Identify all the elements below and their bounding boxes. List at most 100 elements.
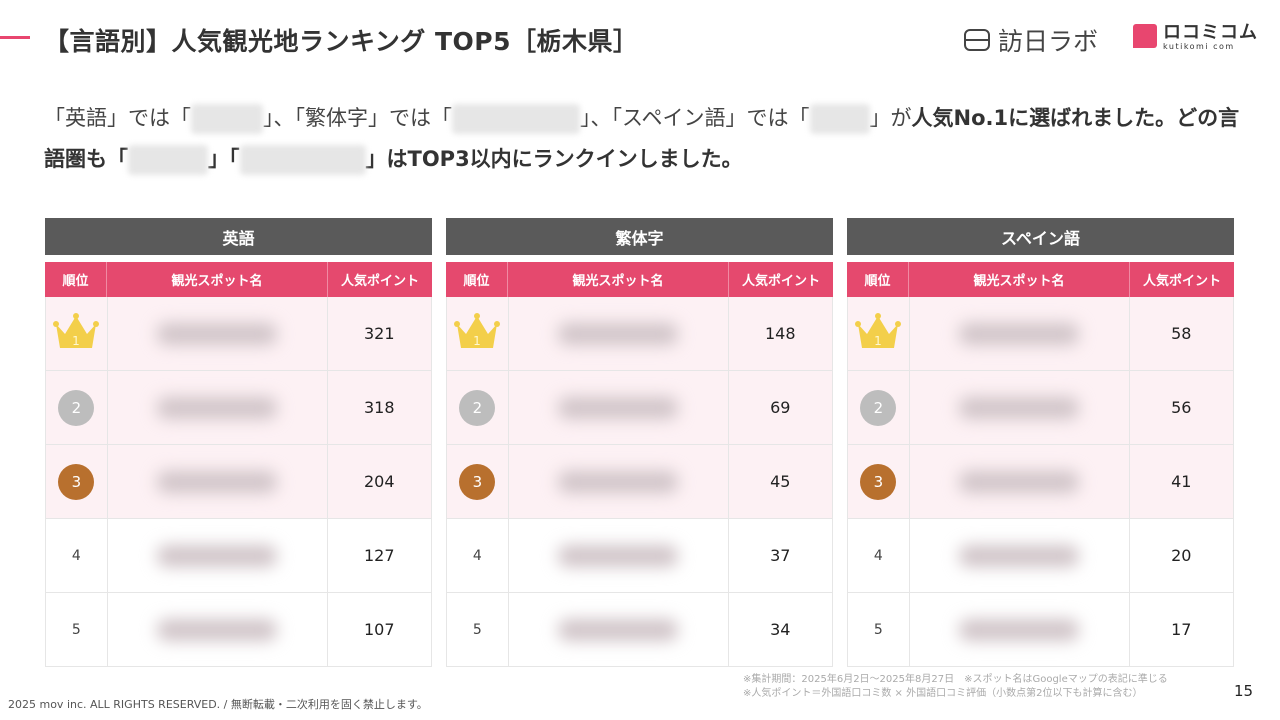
rank-cell: 2: [46, 371, 108, 444]
spot-cell: [910, 371, 1130, 444]
logo-subtext: kutikomi com: [1163, 42, 1235, 51]
lead-emphasis: 」「: [208, 147, 240, 171]
table-row: 3 41: [847, 445, 1234, 519]
crown-icon: 1: [853, 312, 903, 356]
points-cell: 107: [364, 620, 395, 639]
silver-medal-icon: 2: [860, 389, 897, 426]
rank-number: 5: [873, 621, 883, 638]
redacted-spot-name: [157, 618, 278, 641]
redacted-spot-name: [157, 470, 278, 493]
table-row: 3 45: [446, 445, 833, 519]
spot-cell: [910, 297, 1130, 370]
copyright: 2025 mov inc. ALL RIGHTS RESERVED. / 無断転…: [8, 698, 428, 711]
rank-number: 5: [71, 621, 81, 638]
spot-cell: [108, 297, 328, 370]
spot-cell: [910, 445, 1130, 518]
hexagon-icon: [964, 29, 990, 51]
table-row: 5 34: [446, 593, 833, 667]
table-row: 5 17: [847, 593, 1234, 667]
rank-number: 5: [472, 621, 482, 638]
col-points: 人気ポイント: [741, 274, 820, 289]
points-cell: 318: [364, 398, 395, 417]
svg-text:1: 1: [474, 334, 482, 348]
table-row: 4 20: [847, 519, 1234, 593]
rank-cell: 5: [848, 593, 910, 666]
crown-icon: 1: [51, 312, 101, 356]
points-cell: 20: [1171, 546, 1192, 565]
lead-emphasis: はTOP3以内にランクインしました。: [386, 147, 743, 171]
redacted-spot: [809, 104, 870, 134]
language-caption: スペイン語: [847, 218, 1234, 255]
col-spot: 観光スポット名: [909, 262, 1130, 297]
spot-cell: [509, 297, 729, 370]
points-cell: 34: [770, 620, 791, 639]
rank-cell: 1: [46, 297, 108, 370]
redacted-spot: [239, 145, 366, 175]
rank-cell: 3: [848, 445, 910, 518]
table-row: 2 56: [847, 371, 1234, 445]
redacted-spot-name: [558, 396, 679, 419]
points-cell: 204: [364, 472, 395, 491]
points-cell: 321: [364, 324, 395, 343]
redacted-spot: [191, 104, 263, 134]
col-points: 人気ポイント: [340, 274, 419, 289]
language-caption: 英語: [45, 218, 432, 255]
page-number: 15: [1234, 682, 1254, 700]
col-points: 人気ポイント: [1142, 274, 1221, 289]
spot-cell: [509, 445, 729, 518]
redacted-spot-name: [959, 470, 1080, 493]
lead-part: 「英語」では「: [44, 106, 191, 130]
redacted-spot-name: [558, 470, 679, 493]
svg-text:1: 1: [875, 334, 883, 348]
table-row: 2 69: [446, 371, 833, 445]
table-row: 3 204: [45, 445, 432, 519]
crown-icon: 1: [452, 312, 502, 356]
points-cell: 69: [770, 398, 791, 417]
redacted-spot-name: [157, 396, 278, 419]
ranking-table: 繁体字 順位 観光スポット名 人気ポイント 1 148 2 69 3 45 4 37 5 34: [446, 218, 833, 667]
spot-cell: [910, 519, 1130, 592]
points-cell: 41: [1171, 472, 1192, 491]
spot-cell: [108, 445, 328, 518]
rank-number: 4: [873, 547, 883, 564]
spot-cell: [509, 371, 729, 444]
redacted-spot-name: [959, 544, 1080, 567]
lead-emphasis: 」: [365, 147, 387, 171]
lead-part: 」、「スペイン語」では「: [580, 106, 810, 130]
redacted-spot-name: [959, 396, 1080, 419]
kutikomi-logo: ロコミコム kutikomi com: [1133, 24, 1258, 51]
language-caption: 繁体字: [446, 218, 833, 255]
footnote: ※集計期間：2025年6月2日〜2025年8月27日 ※スポット名はGoogle…: [743, 674, 1168, 685]
rank-cell: 4: [447, 519, 509, 592]
lead-emphasis: どの言語圏も「: [44, 106, 1240, 171]
col-rank: 順位: [446, 262, 508, 297]
rank-number: 4: [71, 547, 81, 564]
logo-text: 訪日ラボ: [998, 27, 1099, 56]
rank-cell: 5: [46, 593, 108, 666]
rank-cell: 1: [848, 297, 910, 370]
points-cell: 37: [770, 546, 791, 565]
table-row: 5 107: [45, 593, 432, 667]
points-cell: 17: [1171, 620, 1192, 639]
redacted-spot: [452, 104, 580, 134]
bronze-medal-icon: 3: [58, 463, 95, 500]
col-rank: 順位: [45, 262, 107, 297]
bronze-medal-icon: 3: [860, 463, 897, 500]
hoonichi-lab-logo: 訪日ラボ: [964, 22, 1098, 58]
rank-cell: 3: [46, 445, 108, 518]
table-row: 4 127: [45, 519, 432, 593]
lead-text: 「英語」では「 」、「繁体字」では「 」、「スペイン語」では「 」が人気No.1に選ば…: [44, 98, 1244, 180]
ranking-table: 英語 順位 観光スポット名 人気ポイント 1 321 2 318 3 204 4 127 5 107: [45, 218, 432, 667]
page-title: 【言語別】人気観光地ランキング TOP5［栃木県］: [44, 27, 639, 56]
lead-part: 」、「繁体字」では「: [263, 106, 452, 130]
redacted-spot: [128, 145, 208, 175]
points-cell: 148: [765, 324, 796, 343]
col-spot: 観光スポット名: [107, 262, 328, 297]
redacted-spot-name: [959, 618, 1080, 641]
table-row: 4 37: [446, 519, 833, 593]
table-row: 1 148: [446, 297, 833, 371]
table-header: 順位 観光スポット名 人気ポイント: [847, 262, 1234, 297]
rank-cell: 3: [447, 445, 509, 518]
silver-medal-icon: 2: [459, 389, 496, 426]
col-rank: 順位: [847, 262, 909, 297]
